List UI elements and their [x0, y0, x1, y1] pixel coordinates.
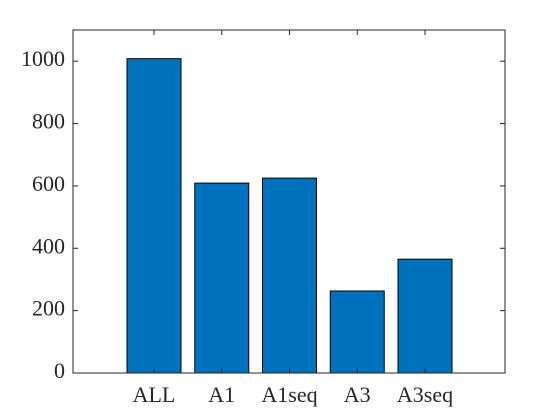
- x-tick-label: A1: [208, 382, 235, 407]
- y-tick-label: 200: [32, 296, 65, 321]
- bar: [262, 177, 317, 374]
- bar: [397, 258, 453, 374]
- bar: [329, 290, 385, 374]
- x-tick-label: A1seq: [261, 382, 317, 407]
- y-tick-label: 0: [54, 358, 65, 383]
- axes-box: [72, 29, 506, 374]
- x-tick-label: ALL: [133, 382, 176, 407]
- bar: [126, 58, 182, 374]
- y-tick-label: 600: [32, 171, 65, 196]
- x-tick-label: A3: [344, 382, 371, 407]
- x-tick-label: A3seq: [397, 382, 453, 407]
- y-tick-label: 800: [32, 109, 65, 134]
- y-tick-label: 1000: [21, 46, 65, 71]
- y-tick-label: 400: [32, 233, 65, 258]
- bar: [194, 182, 250, 374]
